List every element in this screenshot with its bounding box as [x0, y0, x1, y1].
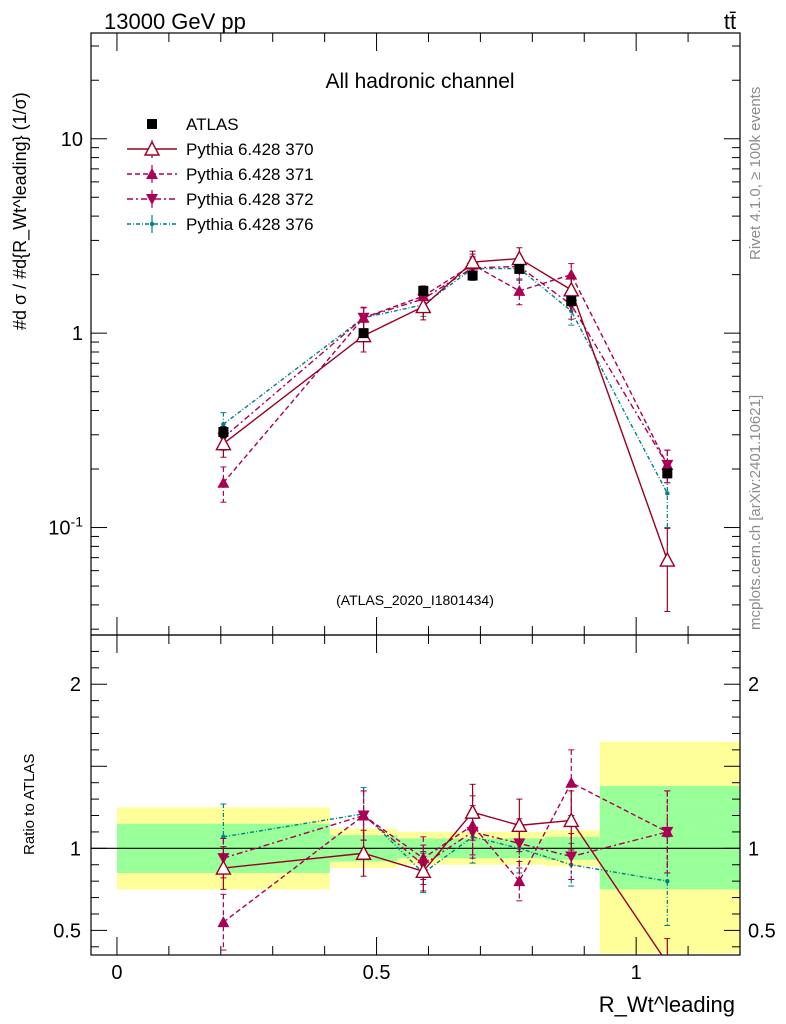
data-point	[514, 263, 525, 274]
y-tick-label-ratio-right: 2	[748, 674, 759, 696]
data-point	[358, 328, 369, 339]
data-point	[467, 270, 478, 281]
watermark: (ATLAS_2020_I1801434)	[336, 592, 494, 608]
legend-label: Pythia 6.428 371	[186, 165, 314, 184]
legend-entry-s376: Pythia 6.428 376	[127, 215, 314, 234]
y-axis-label-ratio: Ratio to ATLAS	[21, 754, 38, 855]
data-point	[217, 476, 230, 488]
y-tick-label-ratio: 1	[70, 838, 81, 860]
legend-marker	[149, 221, 155, 227]
ratio-point	[511, 816, 528, 833]
y-tick-label-ratio: 0.5	[53, 920, 81, 942]
x-tick-label: 0	[111, 962, 122, 984]
data-point	[218, 427, 229, 438]
ratio-point	[661, 825, 674, 837]
data-point	[464, 253, 481, 269]
ratio-point	[667, 954, 668, 955]
legend-marker	[146, 168, 158, 179]
legend-label: ATLAS	[186, 115, 239, 134]
legend-entry-s371: Pythia 6.428 371	[127, 165, 314, 184]
legend-marker	[143, 140, 161, 156]
ratio-point	[355, 844, 372, 860]
x-tick-label: 0.5	[363, 962, 391, 984]
x-tick-label: 1	[631, 962, 642, 984]
series-main-s371	[217, 253, 674, 503]
side-text-mcplots: mcplots.cern.ch [arXiv:2401.10621]	[747, 395, 764, 630]
band-inner	[599, 785, 740, 890]
data-point	[418, 285, 429, 296]
process-label: tt̄	[724, 9, 736, 34]
ratio-point	[665, 878, 670, 884]
data-point	[221, 422, 226, 427]
ratio-point	[415, 862, 432, 879]
y-axis-label-main: #d σ / #d{R_Wt^leading} (1/σ)	[10, 92, 31, 330]
data-point	[565, 268, 578, 280]
side-text-rivet: Rivet 4.1.0, ≥ 100k events	[747, 87, 764, 260]
ratio-point	[464, 803, 481, 819]
legend-marker	[147, 119, 157, 129]
data-point	[659, 551, 676, 567]
energy-label: 13000 GeV pp	[104, 9, 246, 34]
legend-entry-atlas: ATLAS	[147, 115, 239, 134]
chart-title: All hadronic channel	[325, 70, 514, 93]
ratio-point	[565, 851, 578, 863]
ratio-point	[513, 875, 526, 887]
ratio-point	[565, 776, 578, 788]
data-point	[511, 250, 528, 266]
series-main-s376	[220, 257, 671, 529]
series-main-atlas	[218, 263, 673, 479]
series-ratio-s370	[215, 783, 671, 955]
series-main-s370	[215, 247, 676, 612]
data-point	[513, 284, 526, 296]
data-point	[415, 298, 432, 314]
series-line	[222, 257, 668, 561]
legend-label: Pythia 6.428 376	[186, 215, 314, 234]
y-tick-label-main: 1	[72, 323, 83, 345]
x-axis-label: R_Wt^leading	[599, 992, 735, 1017]
data-point	[662, 468, 673, 479]
y-tick-exponent: -1	[71, 514, 84, 530]
data-point	[215, 435, 232, 451]
legend-entry-s372: Pythia 6.428 372	[127, 190, 314, 209]
legend-label: Pythia 6.428 370	[186, 140, 314, 159]
ratio-point	[221, 834, 226, 840]
y-tick-label-main: 10	[61, 129, 83, 151]
series-main-s372	[217, 255, 674, 484]
ratio-point	[217, 916, 230, 928]
data-point	[566, 296, 577, 307]
data-point	[661, 458, 674, 470]
ratio-bands	[116, 741, 740, 954]
y-tick-label-main: 10-1	[48, 514, 83, 540]
y-tick-label-ratio-right: 0.5	[748, 920, 776, 942]
data-point	[357, 311, 370, 323]
ratio-frame	[90, 634, 741, 956]
legend-entry-s370: Pythia 6.428 370	[127, 140, 314, 159]
y-tick-label-ratio: 2	[70, 674, 81, 696]
legend-marker	[146, 194, 158, 205]
y-tick-label-ratio-right: 1	[748, 838, 759, 860]
ratio-point	[357, 809, 370, 821]
ratio-point	[215, 859, 232, 875]
data-point	[563, 281, 580, 297]
data-point	[665, 491, 670, 496]
ratio-point	[563, 811, 580, 828]
legend-label: Pythia 6.428 372	[186, 190, 314, 209]
